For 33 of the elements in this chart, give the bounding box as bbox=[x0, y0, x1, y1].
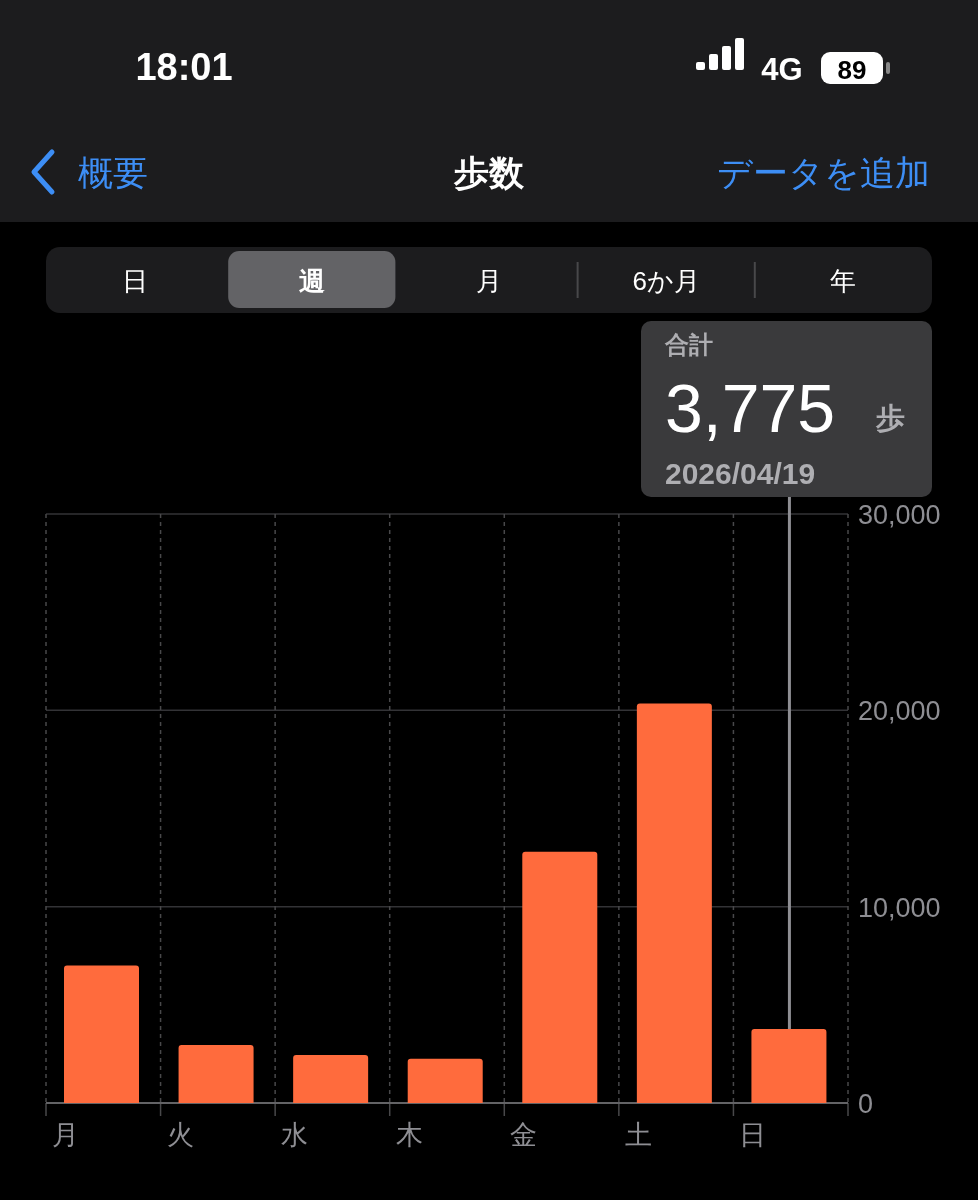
text: 6か月 bbox=[632, 266, 700, 296]
bar bbox=[407, 1058, 483, 1103]
text: 18:01 bbox=[135, 46, 233, 88]
x-tick-label: 水 bbox=[281, 1120, 309, 1150]
text: 年 bbox=[830, 266, 857, 296]
text: 89 bbox=[837, 55, 867, 85]
y-tick-label: 20,000 bbox=[858, 696, 941, 727]
bar bbox=[751, 1028, 827, 1103]
text: データを追加 bbox=[717, 153, 930, 192]
x-tick-label: 土 bbox=[624, 1120, 652, 1150]
x-tick-label: 火 bbox=[166, 1120, 194, 1150]
text: 週 bbox=[298, 266, 325, 296]
bar bbox=[64, 965, 139, 1103]
x-tick-label: 月 bbox=[52, 1120, 79, 1150]
y-tick-label: 30,000 bbox=[858, 500, 941, 530]
bar bbox=[293, 1054, 369, 1103]
text: 日 bbox=[121, 266, 148, 296]
bar bbox=[636, 703, 712, 1103]
text: 月 bbox=[476, 266, 502, 296]
x-tick-label: 木 bbox=[395, 1120, 423, 1150]
x-tick-label: 日 bbox=[739, 1120, 767, 1150]
text: 2026/04/19 bbox=[665, 457, 816, 490]
text: 4G bbox=[761, 52, 803, 87]
text: 合計 bbox=[664, 331, 713, 358]
text: 概要 bbox=[78, 153, 148, 192]
text: 3,775 bbox=[665, 370, 836, 446]
y-tick-label: 10,000 bbox=[858, 892, 941, 923]
bar bbox=[178, 1045, 254, 1103]
chart-title: 歩数 bbox=[453, 153, 525, 192]
x-tick-label: 金 bbox=[510, 1120, 538, 1150]
y-tick-label: 0 bbox=[858, 1089, 874, 1119]
bar bbox=[522, 851, 598, 1103]
text: 歩 bbox=[875, 402, 905, 434]
